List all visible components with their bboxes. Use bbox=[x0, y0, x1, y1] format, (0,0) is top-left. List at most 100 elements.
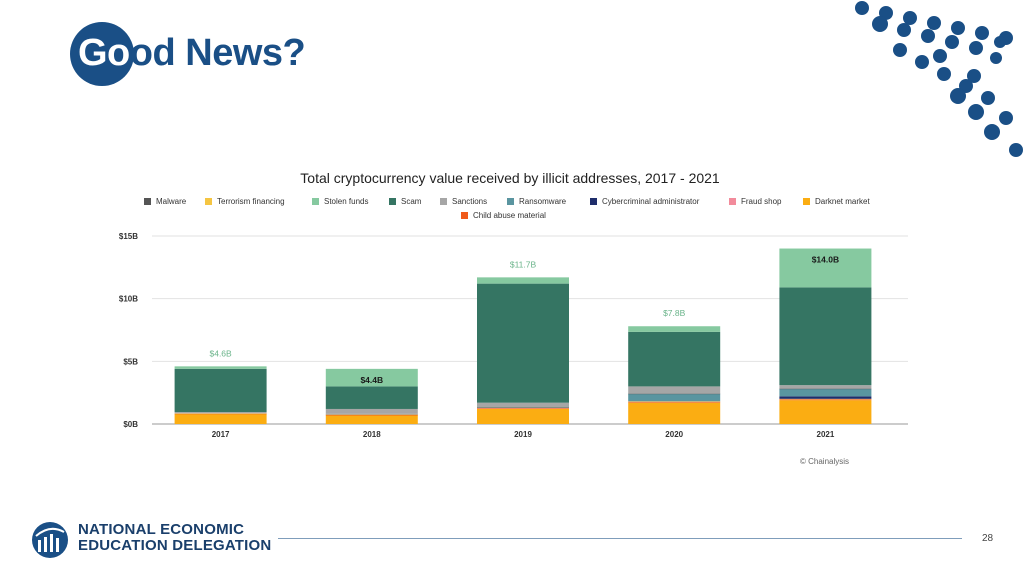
org-name-line1: NATIONAL ECONOMIC bbox=[78, 521, 245, 538]
bar-segment bbox=[628, 402, 721, 424]
legend-item: Scam bbox=[389, 197, 421, 206]
y-tick-label: $10B bbox=[119, 295, 138, 304]
legend-label: Ransomware bbox=[519, 197, 567, 206]
decor-dot bbox=[984, 124, 1000, 140]
decor-dot bbox=[950, 88, 966, 104]
legend-label: Stolen funds bbox=[324, 197, 369, 206]
bar-segment bbox=[325, 386, 418, 409]
bar-total-label: $4.4B bbox=[360, 375, 383, 385]
bar-segment bbox=[628, 401, 721, 402]
bar-segment bbox=[477, 277, 569, 284]
legend-label: Sanctions bbox=[452, 197, 488, 206]
bar-segment bbox=[779, 400, 872, 424]
bar-segment bbox=[628, 393, 721, 402]
y-tick-label: $15B bbox=[119, 232, 138, 241]
legend-label: Malware bbox=[156, 197, 187, 206]
decor-dot bbox=[872, 16, 888, 32]
bar-segment bbox=[477, 407, 569, 408]
bar-segment bbox=[779, 388, 872, 390]
bar-segment bbox=[325, 413, 418, 415]
x-tick-label: 2019 bbox=[514, 430, 532, 439]
legend-swatch bbox=[440, 198, 447, 205]
bar-segment bbox=[174, 366, 267, 369]
x-tick-label: 2020 bbox=[665, 430, 683, 439]
org-logo-icon bbox=[32, 522, 68, 558]
legend-item: Stolen funds bbox=[312, 197, 368, 206]
source-credit: © Chainalysis bbox=[800, 457, 850, 466]
legend-item: Malware bbox=[144, 197, 186, 206]
legend-item: Terrorism financing bbox=[205, 197, 285, 206]
legend-label: Cybercriminal administrator bbox=[602, 197, 700, 206]
bar-segment bbox=[477, 408, 569, 424]
x-tick-label: 2021 bbox=[817, 430, 835, 439]
bar-segment bbox=[477, 283, 569, 403]
decor-dot bbox=[968, 104, 984, 120]
decor-dot bbox=[967, 69, 981, 83]
decor-dot bbox=[933, 49, 947, 63]
legend-label: Darknet market bbox=[815, 197, 870, 206]
decor-dot bbox=[1009, 143, 1023, 157]
legend-swatch bbox=[312, 198, 319, 205]
bar-segment bbox=[779, 385, 872, 389]
legend-item: Darknet market bbox=[803, 197, 870, 206]
bar-segment bbox=[174, 413, 267, 414]
page-number: 28 bbox=[982, 533, 994, 544]
y-tick-label: $0B bbox=[123, 420, 138, 429]
decor-dot bbox=[951, 21, 965, 35]
legend-swatch bbox=[144, 198, 151, 205]
bar-total-label: $7.8B bbox=[663, 308, 686, 318]
legend-swatch bbox=[205, 198, 212, 205]
bar-segment bbox=[779, 248, 872, 288]
legend-swatch bbox=[729, 198, 736, 205]
title-prefix: Go bbox=[78, 32, 130, 74]
footer-divider bbox=[278, 538, 962, 539]
bar-segment bbox=[779, 388, 872, 397]
title-suffix: od News? bbox=[129, 32, 306, 74]
decor-dot bbox=[969, 41, 983, 55]
bar-segment bbox=[325, 408, 418, 414]
legend-swatch bbox=[590, 198, 597, 205]
stacked-bar-chart: $0B $5B $10B $15B 2017 $4.6B 2018 $4.4B 2019 $11.… bbox=[119, 232, 908, 439]
bar-total-label: $4.6B bbox=[209, 348, 232, 358]
bar-total-label: $14.0B bbox=[812, 255, 839, 265]
bar-segment bbox=[779, 398, 872, 400]
title-circle-accent bbox=[70, 22, 134, 86]
decor-dot bbox=[981, 91, 995, 105]
decor-dot bbox=[915, 55, 929, 69]
legend-swatch bbox=[803, 198, 810, 205]
legend-swatch bbox=[389, 198, 396, 205]
bar-segment bbox=[477, 402, 569, 408]
legend-swatch bbox=[507, 198, 514, 205]
bar-segment bbox=[779, 287, 872, 386]
y-tick-label: $5B bbox=[123, 357, 138, 366]
bar-segment bbox=[628, 326, 721, 332]
decor-dot bbox=[999, 111, 1013, 125]
bar-segment bbox=[325, 414, 418, 416]
legend-label: Scam bbox=[401, 197, 422, 206]
bar-segment bbox=[477, 408, 569, 409]
bar-segment bbox=[628, 386, 721, 394]
decor-dot bbox=[855, 1, 869, 15]
legend-label: Fraud shop bbox=[741, 197, 782, 206]
decor-dot bbox=[990, 52, 1002, 64]
bar-segment bbox=[174, 413, 267, 415]
bar-segment bbox=[174, 368, 267, 413]
org-name: NATIONAL ECONOMIC EDUCATION DELEGATION bbox=[78, 522, 271, 554]
org-name-line2: EDUCATION DELEGATION bbox=[78, 537, 272, 554]
bar-segment bbox=[628, 331, 721, 387]
bar-segment bbox=[779, 396, 872, 399]
decor-dot bbox=[975, 26, 989, 40]
bar-total-label: $11.7B bbox=[510, 259, 537, 269]
bar-segment bbox=[628, 402, 721, 403]
bar-segment bbox=[325, 414, 418, 415]
decor-dot bbox=[903, 11, 917, 25]
legend-swatch bbox=[461, 212, 468, 219]
decor-dot bbox=[897, 23, 911, 37]
bar-segment bbox=[628, 393, 721, 395]
decor-dot bbox=[893, 43, 907, 57]
legend-item: Ransomware bbox=[507, 197, 566, 206]
bar-segment bbox=[477, 407, 569, 409]
decor-dot bbox=[921, 29, 935, 43]
legend-item: Fraud shop bbox=[729, 197, 781, 206]
legend-item: Sanctions bbox=[440, 197, 487, 206]
